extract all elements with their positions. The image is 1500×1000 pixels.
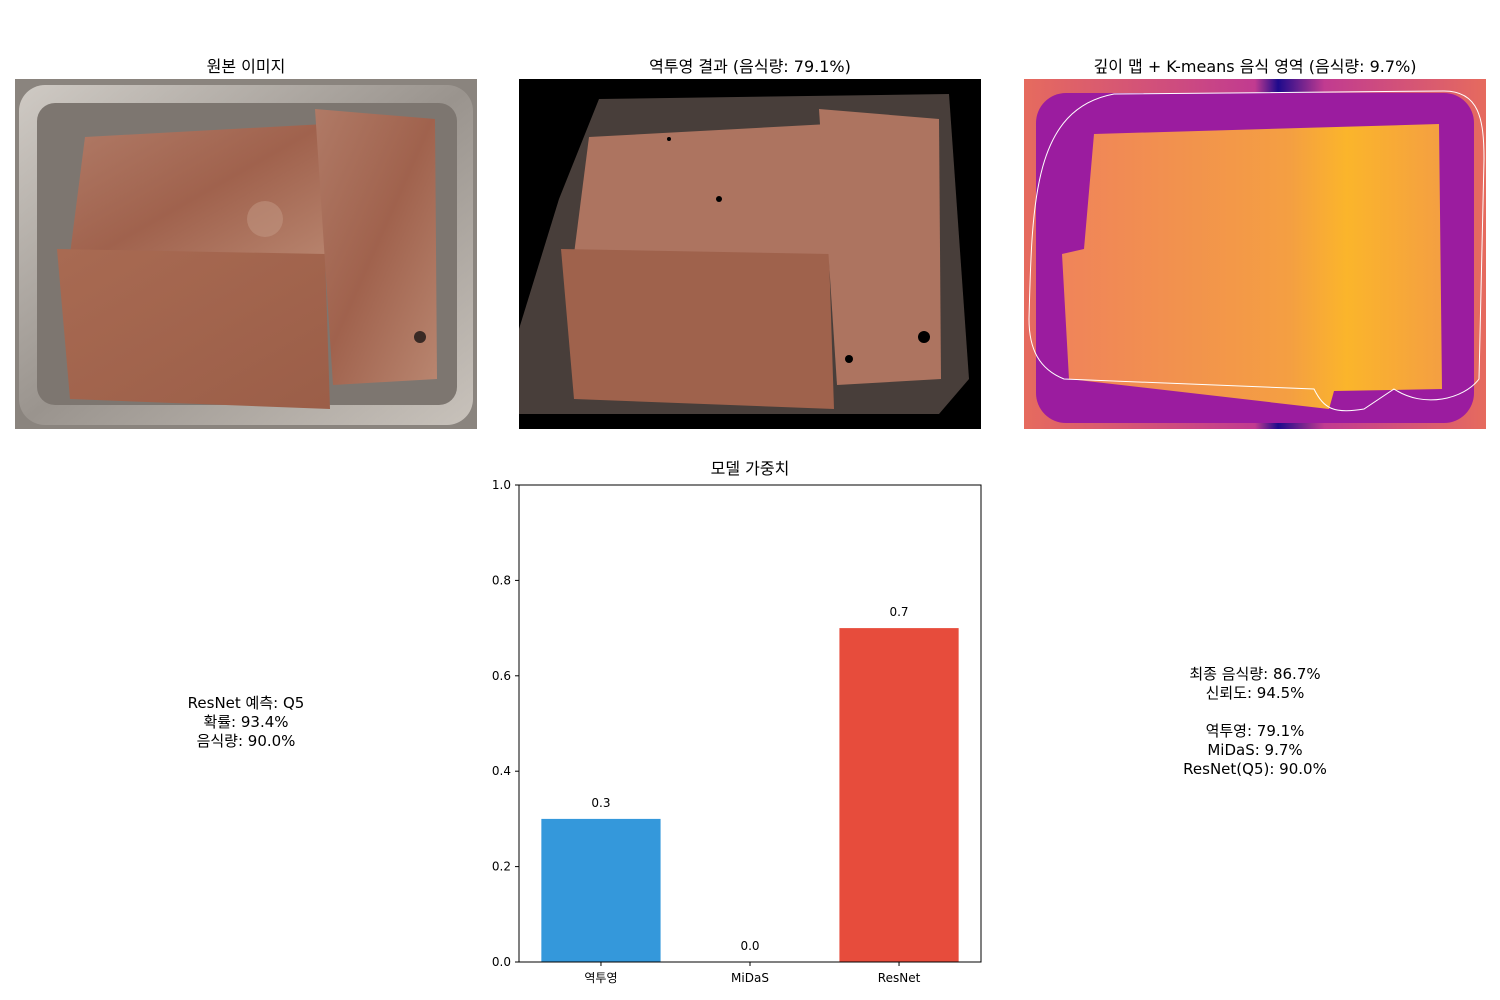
- y-tick-label-2: 0.4: [492, 764, 511, 778]
- y-tick-label-1: 0.2: [492, 860, 511, 874]
- original-food-image: [15, 79, 477, 429]
- resnet-prediction-line: ResNet 예측: Q5: [187, 694, 305, 712]
- bar-2: [839, 628, 959, 962]
- resnet-value-line: ResNet(Q5): 90.0%: [1183, 760, 1327, 778]
- backprojection-image: [519, 79, 981, 429]
- confidence-line: 신뢰도: 94.5%: [1205, 684, 1305, 702]
- bar-value-label-2: 0.7: [889, 605, 908, 619]
- depth-map-title: 깊이 맵 + K-means 음식 영역 (음식량: 9.7%): [1093, 57, 1417, 76]
- final-food-amount-line: 최종 음식량: 86.7%: [1189, 665, 1321, 683]
- y-tick-label-3: 0.6: [492, 669, 511, 683]
- backprojection-value-line: 역투영: 79.1%: [1205, 722, 1305, 740]
- resnet-prediction-info: ResNet 예측: Q5 확률: 93.4% 음식량: 90.0%: [15, 694, 477, 751]
- blank-line: [1024, 703, 1486, 722]
- resnet-food-amount-line: 음식량: 90.0%: [196, 732, 296, 750]
- depth-map-image: [1024, 79, 1486, 429]
- backprojection-title: 역투영 결과 (음식량: 79.1%): [649, 57, 851, 76]
- midas-value-line: MiDaS: 9.7%: [1207, 741, 1303, 759]
- y-tick-label-0: 0.0: [492, 955, 511, 969]
- x-tick-label-2: ResNet: [878, 971, 921, 985]
- bar-value-label-1: 0.0: [740, 939, 759, 953]
- bar-0: [541, 818, 661, 962]
- resnet-probability-line: 확률: 93.4%: [203, 713, 289, 731]
- final-summary-info: 최종 음식량: 86.7% 신뢰도: 94.5% 역투영: 79.1% MiDa…: [1024, 665, 1486, 779]
- bar-value-label-0: 0.3: [591, 796, 610, 810]
- y-tick-label-5: 1.0: [492, 478, 511, 492]
- plot-frame: [518, 484, 982, 963]
- x-tick-label-0: 역투영: [584, 971, 617, 985]
- original-image-title: 원본 이미지: [206, 57, 286, 76]
- x-tick-label-1: MiDaS: [731, 971, 769, 985]
- y-tick-label-4: 0.8: [492, 573, 511, 587]
- chart-title: 모델 가중치: [711, 459, 790, 478]
